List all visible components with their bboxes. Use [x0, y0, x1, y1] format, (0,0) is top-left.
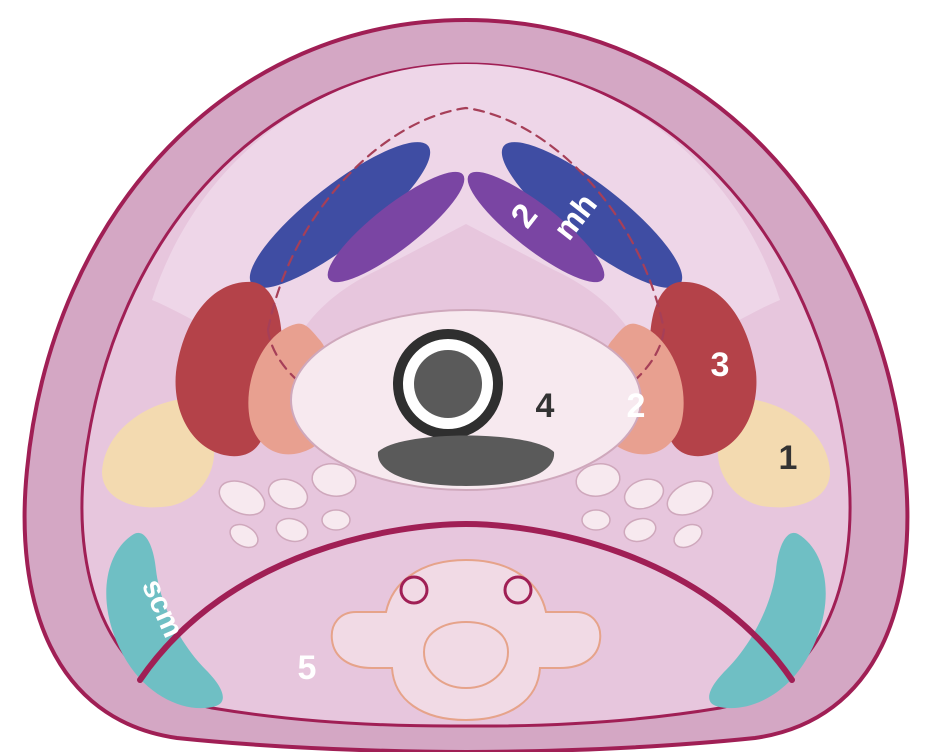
airway-lumen — [414, 350, 482, 418]
esophagus — [378, 436, 554, 487]
label-4: 4 — [536, 387, 555, 425]
label-3: 3 — [711, 346, 730, 384]
vessel-left-4 — [322, 510, 350, 530]
vessel-right-4 — [582, 510, 610, 530]
neck-cross-section-diagram: mh223145scm — [0, 0, 932, 752]
label-5: 5 — [298, 649, 317, 687]
label-2-node: 2 — [627, 387, 646, 425]
label-1: 1 — [779, 439, 798, 477]
